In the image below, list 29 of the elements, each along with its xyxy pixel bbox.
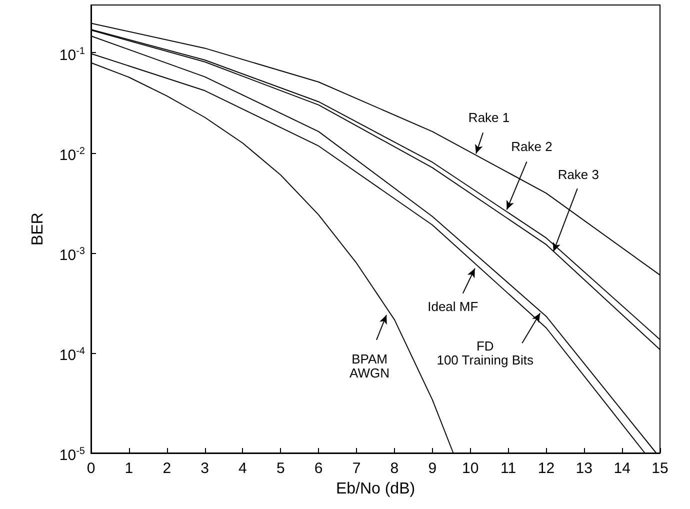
y-axis-title: BER bbox=[30, 212, 46, 246]
y-tick-label: 10$^{-2}$ bbox=[59, 144, 85, 166]
x-tick-label: 6 bbox=[314, 460, 323, 477]
x-tick-label: 7 bbox=[352, 460, 361, 477]
x-tick-label: 11 bbox=[500, 460, 516, 477]
x-tick-label: 3 bbox=[200, 460, 209, 477]
x-tick-label: 0 bbox=[86, 460, 96, 477]
annotation: FD 100 Training Bits bbox=[436, 338, 534, 368]
x-tick-label: 13 bbox=[576, 460, 592, 477]
annotation: Rake 2 bbox=[511, 139, 552, 154]
y-tick-label: 10$^{-4}$ bbox=[59, 344, 85, 366]
x-axis-title: Eb/No (dB) bbox=[336, 480, 416, 498]
annotation: Rake 1 bbox=[468, 110, 510, 126]
annotation: BPAM AWGN bbox=[350, 351, 390, 380]
x-tick-label: 5 bbox=[276, 460, 285, 477]
x-tick-label: 1 bbox=[124, 460, 134, 477]
y-tick-label: 10$^{-3}$ bbox=[59, 244, 85, 266]
x-tick-label: 15 bbox=[652, 460, 668, 477]
x-tick-label: 8 bbox=[390, 460, 399, 477]
x-tick-label: 9 bbox=[428, 460, 437, 477]
x-tick-label: 2 bbox=[162, 460, 172, 477]
y-tick-label: 10$^{-1}$ bbox=[59, 44, 85, 66]
x-tick-label: 10 bbox=[462, 460, 479, 477]
x-tick-label: 4 bbox=[238, 460, 247, 477]
annotation: Rake 3 bbox=[558, 167, 600, 182]
annotation: Ideal MF bbox=[428, 298, 478, 314]
x-tick-label: 12 bbox=[538, 460, 555, 477]
x-tick-label: 14 bbox=[614, 460, 630, 477]
y-tick-label: 10$^{-5}$ bbox=[59, 445, 85, 466]
